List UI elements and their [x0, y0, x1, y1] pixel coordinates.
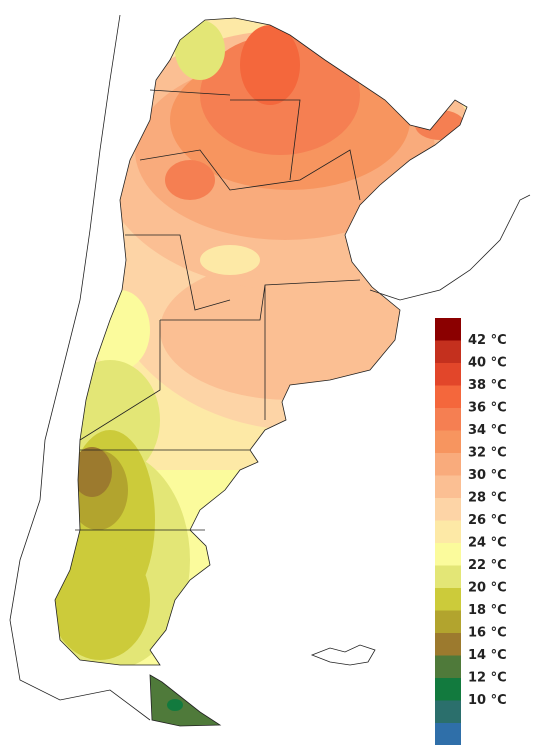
legend-swatch [435, 318, 461, 341]
legend-swatch [435, 723, 461, 745]
legend-swatch [435, 453, 461, 476]
legend: 42 °C 40 °C 38 °C 36 °C 34 °C 32 °C 30 °C 28 °C… [435, 318, 507, 745]
legend-swatch [435, 340, 461, 363]
legend-label: 22 °C [468, 558, 507, 573]
legend-label: 32 °C [468, 446, 507, 461]
chile-outline [9, 14, 151, 721]
legend-label: 40 °C [468, 356, 507, 371]
legend-label: 38 °C [468, 378, 507, 393]
legend-label: 18 °C [468, 603, 507, 618]
legend-label: 12 °C [468, 671, 507, 686]
legend-label: 34 °C [468, 423, 507, 438]
legend-swatch [435, 498, 461, 521]
province-borders [75, 89, 361, 531]
islands [310, 644, 376, 666]
legend-swatch [435, 678, 461, 701]
legend-swatch [435, 543, 461, 566]
legend-label: 26 °C [468, 513, 507, 528]
legend-label: 28 °C [468, 491, 507, 506]
legend-swatch [435, 588, 461, 611]
legend-swatch [435, 475, 461, 498]
argentina-outline [54, 17, 468, 727]
legend-swatch [435, 385, 461, 408]
legend-label: 14 °C [468, 648, 507, 663]
legend-swatch [435, 520, 461, 543]
legend-label: 20 °C [468, 581, 507, 596]
legend-swatch [435, 633, 461, 656]
legend-label: 42 °C [468, 333, 507, 348]
legend-label: 24 °C [468, 536, 507, 551]
uruguay-outline [369, 194, 531, 301]
legend-swatch [435, 655, 461, 678]
legend-label: 36 °C [468, 401, 507, 416]
legend-label: 10 °C [468, 693, 507, 708]
legend-swatch [435, 430, 461, 453]
legend-swatch [435, 565, 461, 588]
legend-swatch [435, 408, 461, 431]
legend-swatch [435, 363, 461, 386]
legend-swatch [435, 700, 461, 723]
legend-label: 30 °C [468, 468, 507, 483]
legend-label: 16 °C [468, 626, 507, 641]
legend-swatch [435, 610, 461, 633]
